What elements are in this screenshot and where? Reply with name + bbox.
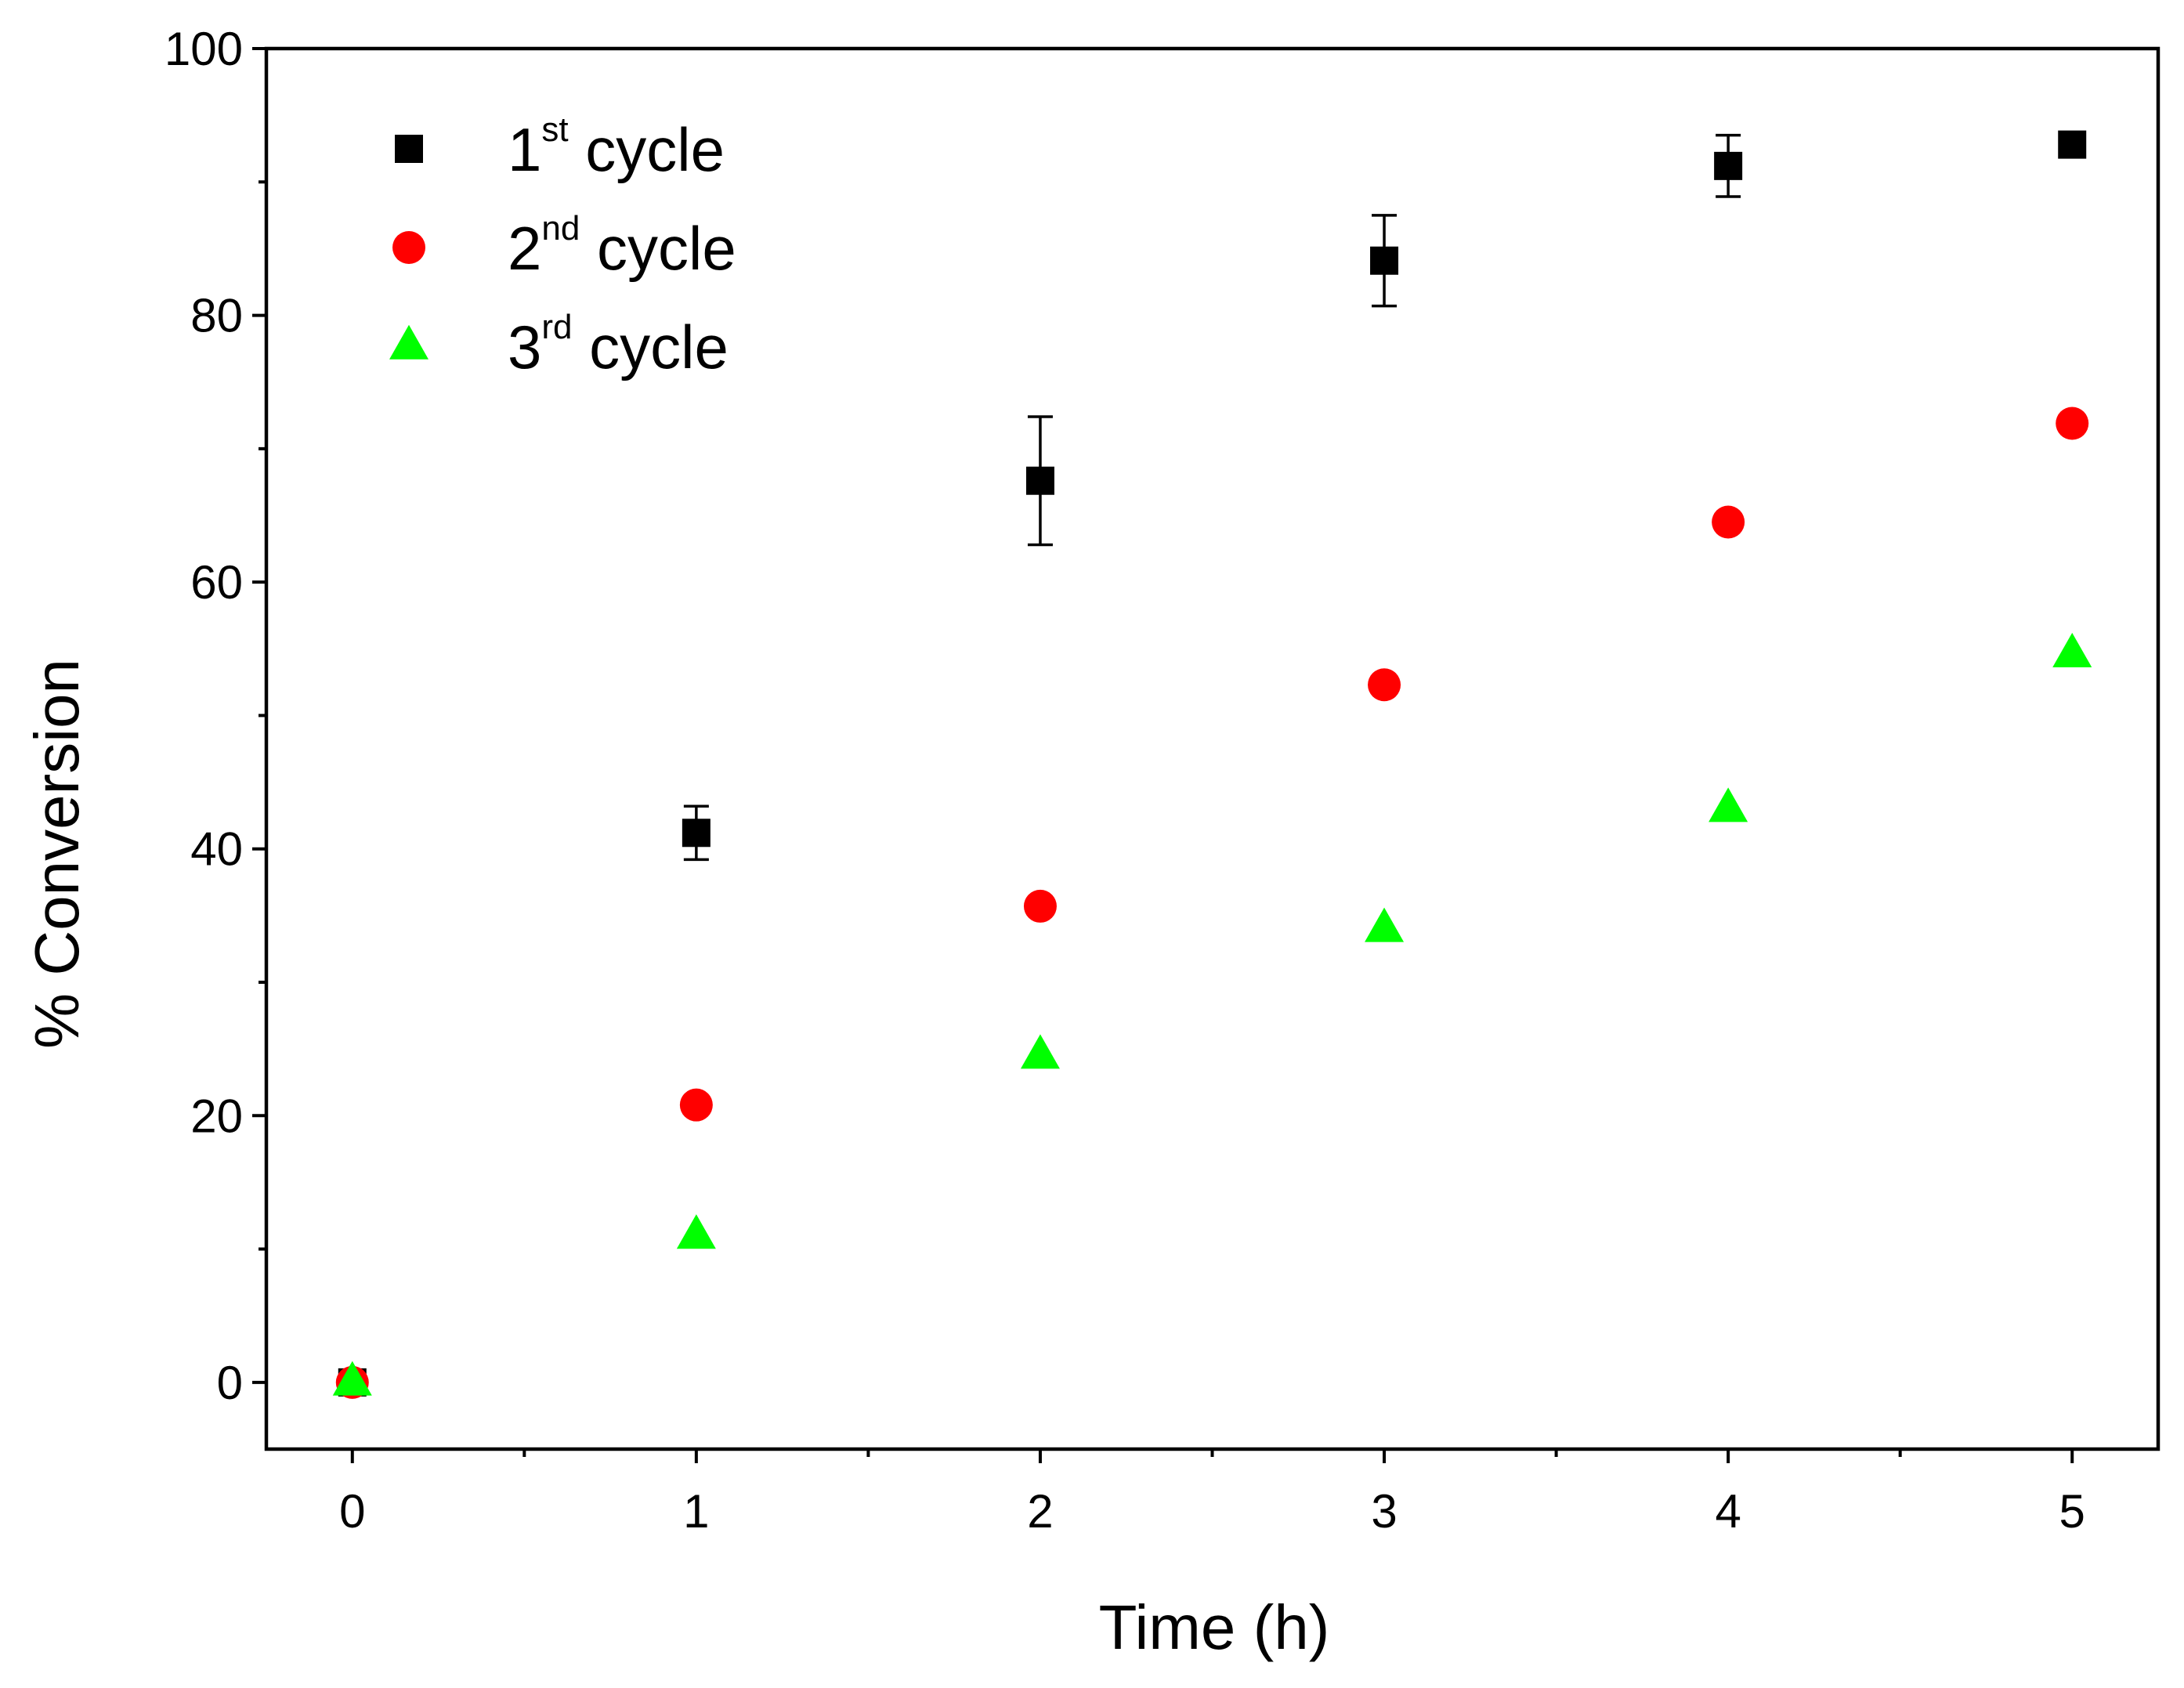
data-point-triangle [1020, 1034, 1060, 1069]
data-point-circle [1023, 889, 1057, 923]
legend-number: 3 [508, 313, 541, 381]
data-point-square [1714, 151, 1743, 180]
data-point-square [2058, 130, 2087, 159]
data-point-circle [2056, 407, 2089, 440]
data-point-circle [1368, 668, 1401, 702]
legend-superscript: rd [541, 308, 572, 346]
x-tick-label: 5 [2059, 1485, 2085, 1538]
legend-number: 2 [508, 214, 541, 283]
legend-text: cycle [580, 214, 736, 283]
legend-item: 3rd cycle [389, 308, 729, 381]
x-tick-label: 3 [1371, 1485, 1397, 1538]
data-point-triangle [332, 1361, 372, 1396]
legend-superscript: st [541, 110, 568, 149]
series-2 [335, 407, 2089, 1399]
legend-item: 2nd cycle [392, 209, 736, 283]
data-point-circle [679, 1088, 713, 1122]
y-axis-title: % Conversion [22, 659, 92, 1049]
y-tick-label: 60 [190, 556, 243, 609]
axis-ticks [252, 47, 2074, 1463]
x-tick-label: 0 [339, 1485, 365, 1538]
data-markers [332, 130, 2092, 1399]
data-point-square [1370, 246, 1399, 275]
legend-label: 3rd cycle [508, 308, 729, 381]
data-point-square [1025, 466, 1054, 495]
y-tick-label: 40 [190, 823, 243, 876]
series-3 [332, 632, 2092, 1396]
data-point-triangle [2052, 632, 2092, 667]
legend-number: 1 [508, 115, 541, 184]
legend-item: 1st cycle [395, 110, 725, 184]
data-point-triangle [676, 1214, 716, 1249]
data-point-square [682, 819, 711, 848]
legend-marker-square [395, 135, 423, 163]
legend-text: cycle [569, 115, 725, 184]
y-tick-label: 20 [190, 1090, 243, 1142]
tick-labels: 0 1 2 3 4 5 0 20 40 60 80 100 [165, 23, 2085, 1538]
y-tick-label: 100 [165, 23, 243, 75]
legend-label: 2nd cycle [508, 209, 736, 283]
data-point-circle [1712, 505, 1745, 539]
legend-marker-triangle [389, 324, 428, 360]
data-point-triangle [1709, 787, 1748, 822]
y-tick-label: 0 [217, 1357, 243, 1409]
legend-marker-circle [392, 231, 425, 264]
x-tick-label: 2 [1027, 1485, 1053, 1538]
x-axis-title: Time (h) [1099, 1592, 1330, 1662]
legend-text: cycle [573, 313, 729, 381]
x-tick-label: 1 [683, 1485, 709, 1538]
x-tick-label: 4 [1715, 1485, 1741, 1538]
plot-frame [264, 46, 2160, 1451]
plot-border [264, 46, 2160, 1451]
data-point-triangle [1365, 907, 1405, 942]
y-tick-label: 80 [190, 290, 243, 342]
legend-superscript: nd [541, 209, 580, 248]
legend-label: 1st cycle [508, 110, 725, 184]
